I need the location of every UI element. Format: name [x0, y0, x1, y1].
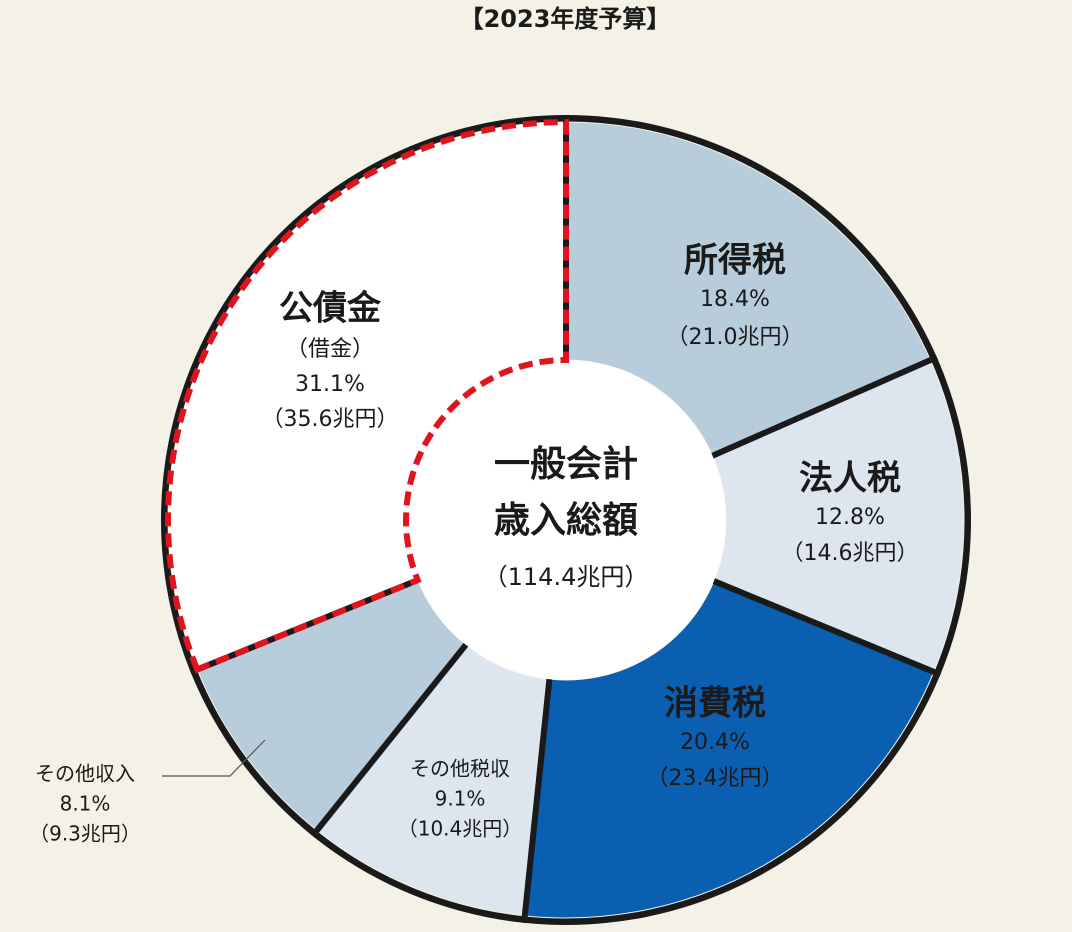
debt-note: （借金）: [286, 337, 374, 362]
slice-amount: （14.6兆円）: [782, 541, 919, 566]
slice-percent: 12.8%: [815, 505, 885, 530]
slice-name: 公債金: [279, 289, 382, 329]
slice-amount: （10.4兆円）: [398, 817, 523, 841]
center-label: 一般会計: [494, 444, 638, 485]
slice-divider: [711, 354, 939, 459]
slice-percent: 31.1%: [295, 372, 365, 397]
slice-divider: [521, 678, 553, 924]
slice-amount: （9.3兆円）: [29, 822, 141, 846]
slice-percent: 9.1%: [435, 787, 486, 811]
slice-name: 所得税: [684, 241, 786, 281]
slice-percent: 20.4%: [680, 730, 750, 755]
center-label: 歳入総額: [494, 500, 638, 541]
slice-name: 消費税: [664, 684, 766, 724]
chart-title: 【2023年度予算】: [460, 5, 671, 33]
slice-amount: （21.0兆円）: [667, 325, 804, 350]
debt-outline: [165, 118, 569, 674]
slice-name: その他収入: [35, 762, 135, 786]
slice-amount: （23.4兆円）: [647, 766, 784, 791]
center-hole: [406, 360, 726, 680]
slice-amount: （35.6兆円）: [262, 407, 399, 432]
center-total: （114.4兆円）: [484, 563, 649, 591]
slice-percent: 18.4%: [700, 287, 770, 312]
slice-divider: [712, 578, 942, 678]
slice-divider: [310, 642, 469, 838]
slice-name: その他税収: [410, 757, 510, 781]
leader-line: [162, 739, 266, 777]
slice-name: 法人税: [799, 459, 901, 499]
slice-percent: 8.1%: [60, 792, 111, 816]
